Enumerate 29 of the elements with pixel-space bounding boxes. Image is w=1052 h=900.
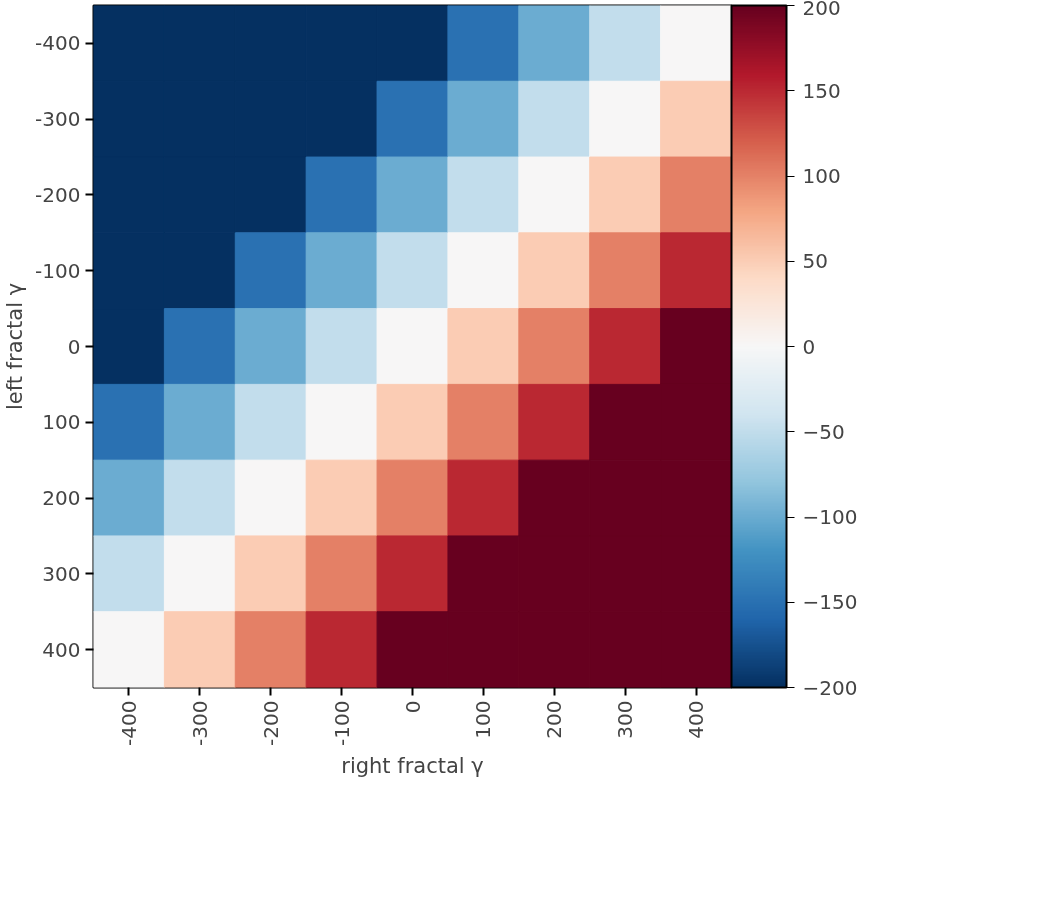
- x-tick-label: -400: [116, 700, 141, 746]
- x-tick-label: 300: [613, 700, 638, 739]
- color-bar-label: −100: [802, 505, 858, 529]
- y-tick-label: 100: [42, 410, 81, 435]
- y-tick-label: -300: [35, 107, 81, 132]
- y-tick-label: 200: [42, 486, 81, 511]
- color-bar-label: 0: [802, 334, 816, 359]
- color-bar-label: 100: [802, 164, 841, 188]
- y-tick-label: 300: [42, 561, 81, 586]
- x-tick-label: -100: [329, 700, 354, 746]
- y-tick-label: -400: [35, 31, 81, 56]
- x-tick-label: -300: [187, 700, 212, 746]
- y-tick-label: -200: [35, 182, 81, 207]
- y-tick-label: 0: [67, 334, 81, 359]
- color-bar-label: 150: [802, 78, 841, 103]
- color-bar-label: −150: [802, 590, 858, 615]
- color-bar-label: 200: [802, 0, 841, 20]
- x-tick-label: 0: [400, 700, 425, 714]
- x-tick-label: 100: [471, 700, 496, 739]
- y-tick-label: 400: [42, 637, 81, 662]
- y-tick-label: -100: [35, 258, 81, 283]
- x-tick-label: 400: [684, 700, 709, 739]
- color-bar-label: 50: [802, 249, 828, 274]
- x-tick-label: -200: [258, 700, 283, 746]
- color-bar-label: −200: [802, 675, 858, 700]
- y-axis-title: left fractal γ: [3, 282, 28, 411]
- x-tick-label: 200: [542, 700, 567, 739]
- x-axis-title: right fractal γ: [341, 753, 484, 778]
- color-bar-label: −50: [802, 419, 845, 444]
